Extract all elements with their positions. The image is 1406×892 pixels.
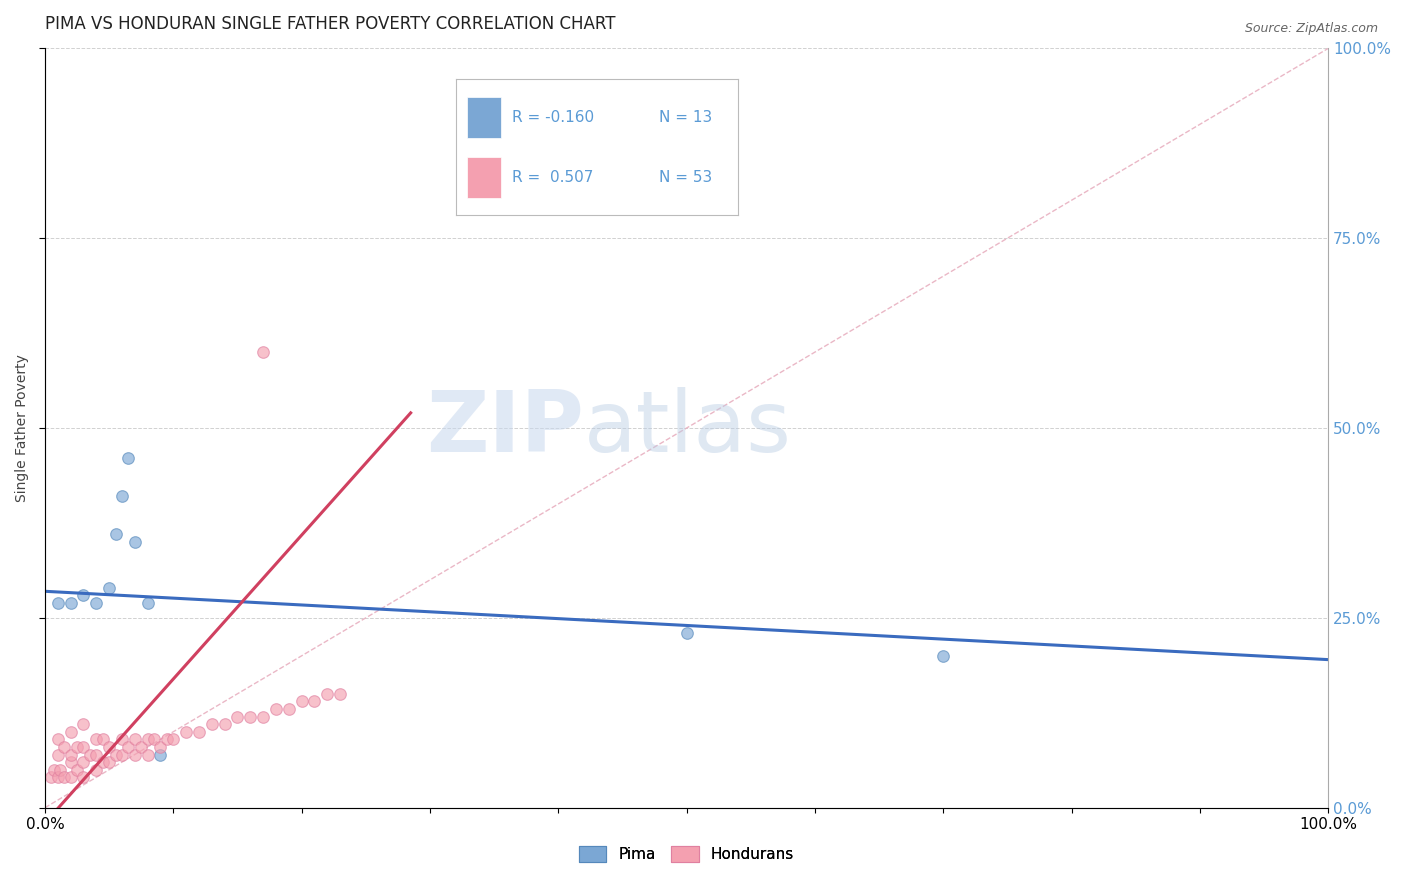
Point: [66, 739, 89, 754]
Point: [98, 755, 121, 769]
Point: [46, 732, 69, 747]
Point: [104, 747, 127, 762]
Point: [104, 527, 127, 541]
Point: [59, 724, 82, 739]
Point: [156, 732, 179, 747]
Point: [149, 739, 172, 754]
Point: [72, 717, 94, 731]
Point: [72, 739, 94, 754]
Point: [46, 596, 69, 610]
Point: [162, 732, 184, 747]
Point: [59, 596, 82, 610]
Point: [304, 694, 326, 708]
Point: [59, 770, 82, 784]
Point: [675, 626, 697, 640]
Point: [111, 732, 134, 747]
Point: [91, 732, 114, 747]
Point: [84, 596, 107, 610]
Point: [111, 747, 134, 762]
Point: [72, 755, 94, 769]
Point: [264, 702, 287, 716]
Point: [149, 747, 172, 762]
Point: [174, 724, 197, 739]
Point: [98, 581, 121, 595]
Point: [59, 755, 82, 769]
Point: [136, 596, 159, 610]
Point: [214, 717, 236, 731]
Point: [72, 770, 94, 784]
Text: Source: ZipAtlas.com: Source: ZipAtlas.com: [1244, 22, 1378, 36]
Point: [84, 763, 107, 777]
Point: [117, 739, 139, 754]
Point: [129, 739, 152, 754]
Point: [53, 739, 76, 754]
Point: [53, 770, 76, 784]
Point: [49, 763, 72, 777]
Text: ZIP: ZIP: [426, 386, 583, 469]
Point: [329, 687, 352, 701]
Point: [84, 747, 107, 762]
Point: [41, 770, 63, 784]
Text: PIMA VS HONDURAN SINGLE FATHER POVERTY CORRELATION CHART: PIMA VS HONDURAN SINGLE FATHER POVERTY C…: [45, 15, 616, 33]
Point: [84, 732, 107, 747]
Point: [136, 747, 159, 762]
Legend: Pima, Hondurans: Pima, Hondurans: [572, 840, 800, 869]
Point: [239, 709, 262, 723]
Point: [188, 724, 211, 739]
Point: [124, 747, 146, 762]
Text: atlas: atlas: [583, 386, 792, 469]
Point: [316, 687, 339, 701]
Point: [136, 732, 159, 747]
Y-axis label: Single Father Poverty: Single Father Poverty: [15, 354, 30, 502]
Point: [91, 755, 114, 769]
Point: [46, 747, 69, 762]
Point: [66, 763, 89, 777]
Point: [79, 747, 101, 762]
Point: [277, 702, 299, 716]
Point: [252, 709, 274, 723]
Point: [226, 709, 249, 723]
Point: [252, 345, 274, 359]
Point: [117, 451, 139, 466]
Point: [932, 648, 955, 663]
Point: [291, 694, 314, 708]
Point: [124, 732, 146, 747]
Point: [46, 770, 69, 784]
Point: [201, 717, 224, 731]
Point: [72, 588, 94, 602]
Point: [111, 489, 134, 503]
Point: [124, 535, 146, 549]
Point: [42, 763, 65, 777]
Point: [98, 739, 121, 754]
Point: [59, 747, 82, 762]
Point: [143, 732, 166, 747]
